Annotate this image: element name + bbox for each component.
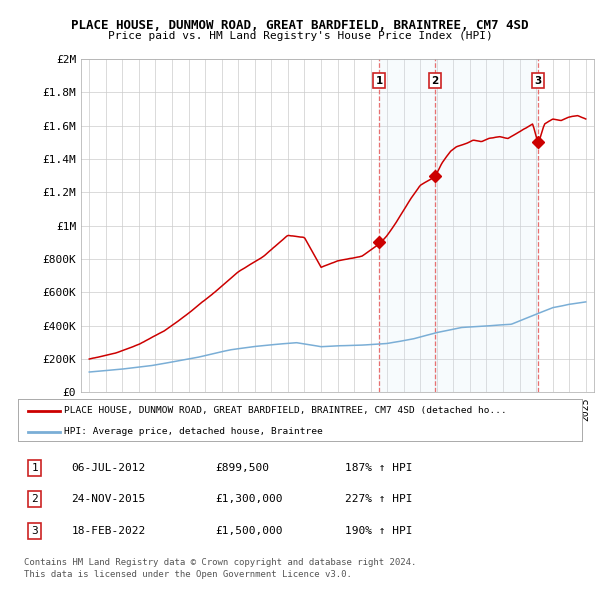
Text: HPI: Average price, detached house, Braintree: HPI: Average price, detached house, Brai…: [64, 428, 323, 437]
Text: This data is licensed under the Open Government Licence v3.0.: This data is licensed under the Open Gov…: [24, 570, 352, 579]
Text: 3: 3: [535, 76, 542, 86]
Text: PLACE HOUSE, DUNMOW ROAD, GREAT BARDFIELD, BRAINTREE, CM7 4SD (detached ho...: PLACE HOUSE, DUNMOW ROAD, GREAT BARDFIEL…: [64, 407, 507, 415]
Text: 2: 2: [431, 76, 439, 86]
Text: 18-FEB-2022: 18-FEB-2022: [71, 526, 146, 536]
Text: £1,300,000: £1,300,000: [215, 494, 283, 504]
Text: 06-JUL-2012: 06-JUL-2012: [71, 463, 146, 473]
Text: 3: 3: [32, 526, 38, 536]
Text: Contains HM Land Registry data © Crown copyright and database right 2024.: Contains HM Land Registry data © Crown c…: [24, 558, 416, 567]
Text: 24-NOV-2015: 24-NOV-2015: [71, 494, 146, 504]
Text: PLACE HOUSE, DUNMOW ROAD, GREAT BARDFIELD, BRAINTREE, CM7 4SD: PLACE HOUSE, DUNMOW ROAD, GREAT BARDFIEL…: [71, 19, 529, 32]
Text: Price paid vs. HM Land Registry's House Price Index (HPI): Price paid vs. HM Land Registry's House …: [107, 31, 493, 41]
Bar: [435, 59, 538, 392]
Bar: [379, 59, 435, 392]
Text: 190% ↑ HPI: 190% ↑ HPI: [345, 526, 413, 536]
Text: 1: 1: [32, 463, 38, 473]
Text: £899,500: £899,500: [215, 463, 269, 473]
Text: £1,500,000: £1,500,000: [215, 526, 283, 536]
Text: 227% ↑ HPI: 227% ↑ HPI: [345, 494, 413, 504]
Text: 1: 1: [376, 76, 383, 86]
Text: 187% ↑ HPI: 187% ↑ HPI: [345, 463, 413, 473]
Text: 2: 2: [32, 494, 38, 504]
